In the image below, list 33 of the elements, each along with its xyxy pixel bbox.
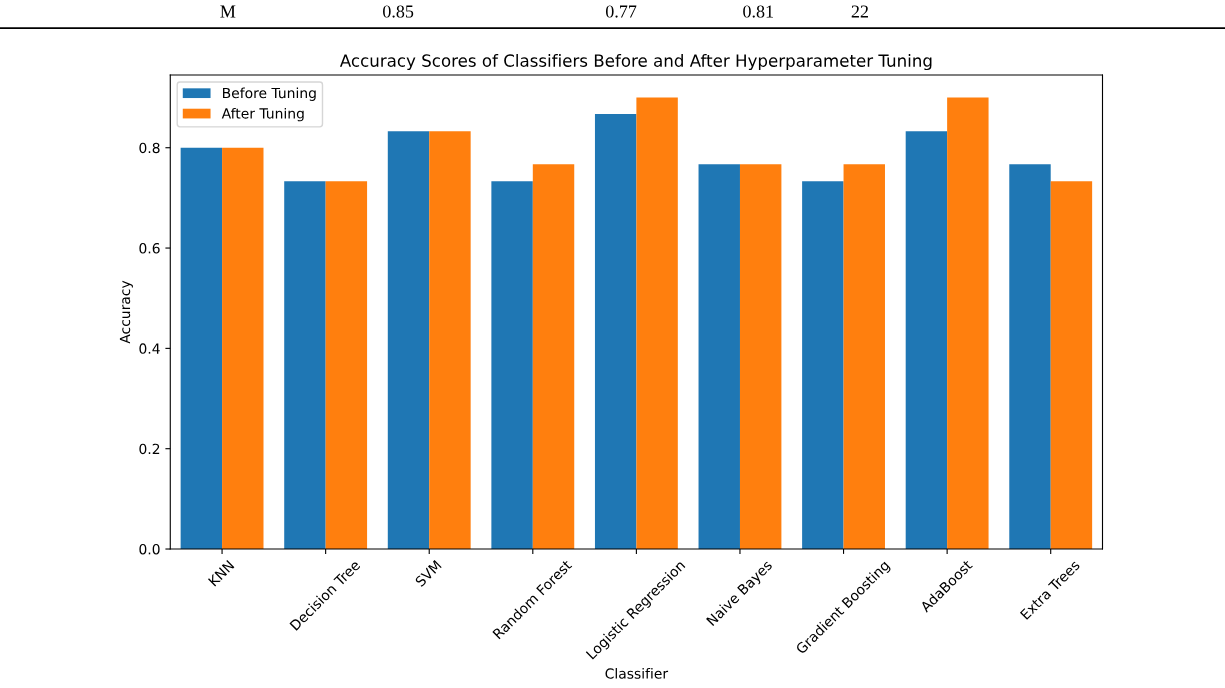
text: 22 bbox=[851, 5, 868, 18]
legend-label: Before Tuning bbox=[223, 87, 316, 101]
text: 0.85 bbox=[383, 5, 414, 18]
bar bbox=[532, 164, 575, 550]
text: 0.77 bbox=[605, 5, 637, 18]
bar bbox=[843, 164, 885, 550]
bar bbox=[222, 147, 264, 550]
bar bbox=[594, 114, 637, 550]
bar bbox=[739, 164, 782, 550]
bar bbox=[491, 181, 533, 550]
bar bbox=[387, 131, 430, 550]
bar bbox=[1009, 164, 1051, 550]
bar bbox=[1050, 181, 1093, 550]
y-tick-label: 0.8 bbox=[139, 142, 160, 154]
y-axis-title: Accuracy bbox=[119, 280, 133, 344]
bar bbox=[284, 181, 326, 550]
chart-title: Accuracy Scores of Classifiers Before and After Hyperparameter Tuning bbox=[339, 53, 932, 71]
bar bbox=[325, 181, 368, 550]
y-tick-label: 0.4 bbox=[139, 343, 160, 354]
y-tick-label: 0.0 bbox=[139, 543, 160, 555]
x-axis-title: Classifier bbox=[605, 668, 669, 679]
y-tick-label: 0.6 bbox=[139, 243, 160, 254]
y-tick-label: 0.2 bbox=[139, 443, 160, 455]
bar bbox=[180, 147, 223, 550]
bar bbox=[429, 131, 471, 550]
bar bbox=[905, 131, 948, 550]
legend-label: After Tuning bbox=[221, 107, 304, 122]
text: 0.81 bbox=[743, 5, 773, 18]
bar bbox=[636, 97, 678, 550]
bar bbox=[698, 164, 740, 550]
bar bbox=[947, 97, 989, 550]
bar bbox=[802, 181, 844, 550]
text: M bbox=[220, 5, 236, 18]
